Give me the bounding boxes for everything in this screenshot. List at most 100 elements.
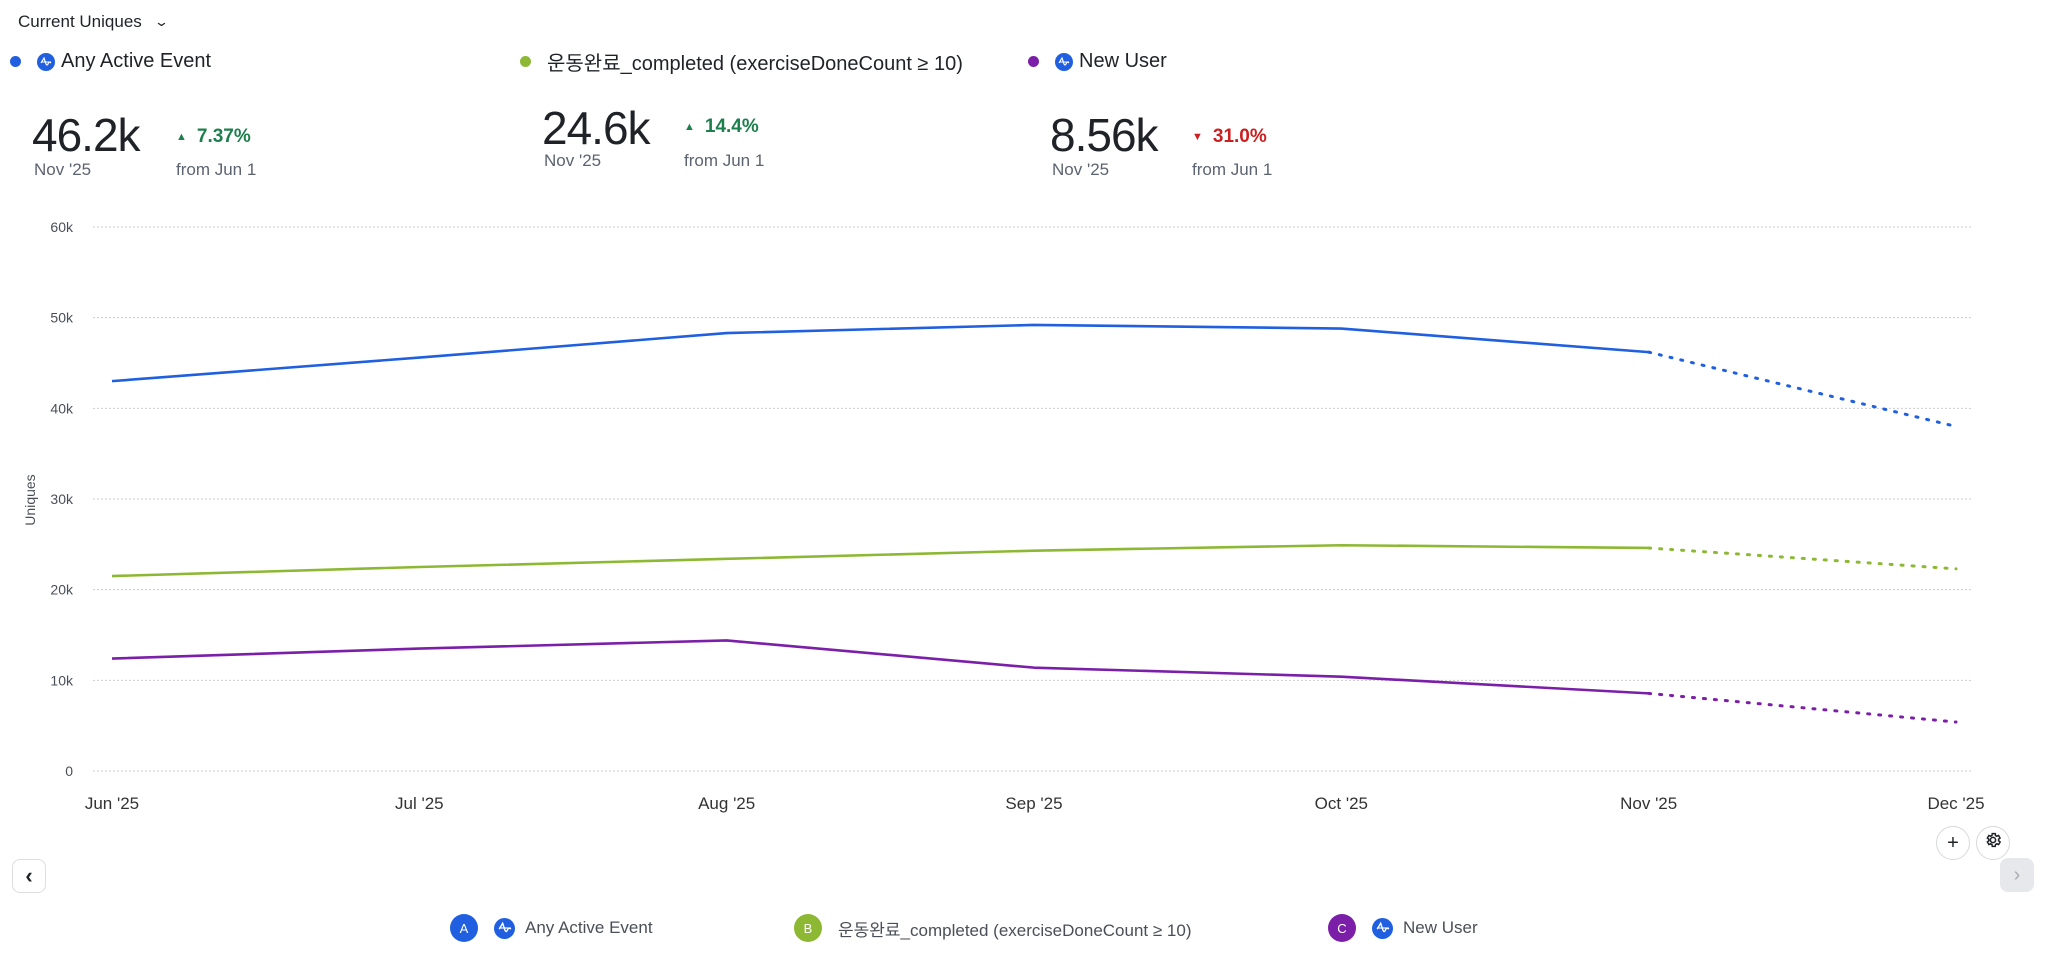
kpi-series-a: Any Active Event 46.2k Nov '25 ▲ 7.37% f… bbox=[10, 50, 490, 190]
gridlines bbox=[93, 226, 1972, 772]
legend-label: Any Active Event bbox=[525, 918, 653, 937]
chevron-right-icon: › bbox=[2013, 863, 2021, 886]
data-point[interactable] bbox=[1335, 671, 1347, 683]
series-line[interactable] bbox=[111, 323, 1649, 383]
series-line-incomplete[interactable] bbox=[1647, 350, 1958, 428]
settings-button[interactable] bbox=[1976, 826, 2010, 860]
series-lines bbox=[106, 319, 1962, 728]
kpi-series-b-header: 운동완료_completed (exerciseDoneCount ≥ 10) bbox=[520, 47, 1000, 76]
series-a bbox=[106, 319, 1962, 432]
data-point[interactable] bbox=[1643, 687, 1655, 699]
kpi-series-c: New User 8.56k Nov '25 ▼ 31.0% from Jun … bbox=[1028, 50, 1508, 190]
add-button[interactable]: + bbox=[1936, 826, 1970, 860]
kpi-delta: ▼ 31.0% bbox=[1192, 126, 1267, 148]
kpi-series-b: 운동완료_completed (exerciseDoneCount ≥ 10) … bbox=[520, 47, 1000, 187]
data-point[interactable] bbox=[1028, 319, 1040, 331]
series-color-dot bbox=[520, 56, 531, 67]
series-badge: A bbox=[450, 914, 478, 942]
x-tick-label: Sep '25 bbox=[1005, 794, 1062, 813]
series-name: 운동완료_completed (exerciseDoneCount ≥ 10) bbox=[547, 53, 963, 75]
y-tick-label: 20k bbox=[50, 582, 74, 598]
y-tick-label: 0 bbox=[65, 763, 73, 779]
legend-label: New User bbox=[1403, 918, 1478, 937]
metric-dropdown[interactable]: Current Uniques ⌄ bbox=[18, 12, 169, 32]
data-point[interactable] bbox=[413, 561, 425, 573]
series-name: Any Active Event bbox=[61, 50, 212, 72]
y-axis-ticks: 0 10k 20k 30k 40k 50k 60k bbox=[50, 219, 74, 779]
series-badge: C bbox=[1328, 914, 1356, 942]
kpi-series-c-header: New User bbox=[1028, 50, 1508, 73]
series-color-dot bbox=[1028, 56, 1039, 67]
data-point[interactable] bbox=[721, 327, 733, 339]
y-tick-label: 30k bbox=[50, 491, 74, 507]
data-point[interactable] bbox=[1643, 346, 1655, 358]
x-tick-label: Nov '25 bbox=[1620, 794, 1677, 813]
event-icon bbox=[494, 917, 515, 939]
x-tick-label: Aug '25 bbox=[698, 794, 755, 813]
series-line[interactable] bbox=[111, 543, 1649, 578]
y-tick-label: 40k bbox=[50, 400, 74, 416]
kpi-delta-from: from Jun 1 bbox=[176, 160, 257, 179]
y-tick-label: 10k bbox=[50, 672, 74, 688]
triangle-up-icon: ▲ bbox=[684, 121, 695, 133]
kpi-period: Nov '25 bbox=[1052, 160, 1110, 179]
kpi-period: Nov '25 bbox=[544, 151, 602, 170]
series-line-incomplete[interactable] bbox=[1647, 546, 1958, 571]
y-tick-label: 60k bbox=[50, 219, 74, 235]
data-point[interactable] bbox=[721, 553, 733, 565]
plus-icon: + bbox=[1947, 831, 1959, 854]
kpi-delta-value: 7.37% bbox=[196, 126, 251, 147]
x-tick-label: Jun '25 bbox=[85, 794, 139, 813]
x-tick-label: Dec '25 bbox=[1927, 794, 1984, 813]
series-color-dot bbox=[10, 56, 21, 67]
kpi-period: Nov '25 bbox=[34, 160, 92, 179]
legend-item-a[interactable]: A Any Active Event bbox=[450, 914, 653, 942]
event-icon bbox=[1055, 52, 1073, 71]
chevron-down-icon: ⌄ bbox=[153, 14, 169, 29]
kpi-delta-from: from Jun 1 bbox=[684, 151, 765, 170]
kpi-delta: ▲ 14.4% bbox=[684, 116, 759, 138]
data-point[interactable] bbox=[721, 634, 733, 646]
series-line[interactable] bbox=[111, 639, 1649, 695]
data-point[interactable] bbox=[1950, 563, 1962, 575]
data-point[interactable] bbox=[1950, 420, 1962, 432]
kpi-delta-value: 14.4% bbox=[704, 116, 759, 137]
next-button[interactable]: › bbox=[2000, 858, 2034, 892]
legend-label: 운동완료_completed (exerciseDoneCount ≥ 10) bbox=[838, 920, 1192, 940]
data-point[interactable] bbox=[413, 643, 425, 655]
kpi-value: 8.56k bbox=[1050, 109, 1159, 161]
kpi-series-a-header: Any Active Event bbox=[10, 50, 490, 73]
data-point[interactable] bbox=[1950, 716, 1962, 728]
previous-button[interactable]: ‹ bbox=[12, 859, 46, 893]
data-point[interactable] bbox=[1028, 545, 1040, 557]
data-point[interactable] bbox=[413, 352, 425, 364]
legend-item-b[interactable]: B 운동완료_completed (exerciseDoneCount ≥ 10… bbox=[794, 914, 1192, 942]
x-tick-label: Jul '25 bbox=[395, 794, 444, 813]
kpi-delta: ▲ 7.37% bbox=[176, 126, 251, 148]
legend-item-c[interactable]: C New User bbox=[1328, 914, 1478, 942]
chevron-left-icon: ‹ bbox=[25, 863, 33, 888]
series-name: New User bbox=[1079, 50, 1167, 72]
x-tick-label: Oct '25 bbox=[1315, 794, 1368, 813]
kpi-value: 46.2k bbox=[32, 109, 141, 161]
data-point[interactable] bbox=[106, 375, 118, 387]
y-tick-label: 50k bbox=[50, 310, 74, 326]
series-badge: B bbox=[794, 914, 822, 942]
data-point[interactable] bbox=[1335, 323, 1347, 335]
data-point[interactable] bbox=[106, 570, 118, 582]
series-line-incomplete[interactable] bbox=[1647, 691, 1958, 724]
data-point[interactable] bbox=[106, 653, 118, 665]
data-point[interactable] bbox=[1028, 662, 1040, 674]
y-axis-label: Uniques bbox=[22, 474, 38, 525]
event-icon bbox=[37, 52, 55, 71]
kpi-delta-value: 31.0% bbox=[1212, 126, 1267, 147]
data-point[interactable] bbox=[1643, 542, 1655, 554]
series-c bbox=[106, 634, 1962, 728]
metric-dropdown-label: Current Uniques bbox=[18, 12, 142, 31]
data-point[interactable] bbox=[1335, 539, 1347, 551]
series-b bbox=[106, 539, 1962, 582]
triangle-down-icon: ▼ bbox=[1192, 131, 1203, 143]
gear-icon bbox=[1984, 831, 2002, 855]
kpi-delta-from: from Jun 1 bbox=[1192, 160, 1273, 179]
